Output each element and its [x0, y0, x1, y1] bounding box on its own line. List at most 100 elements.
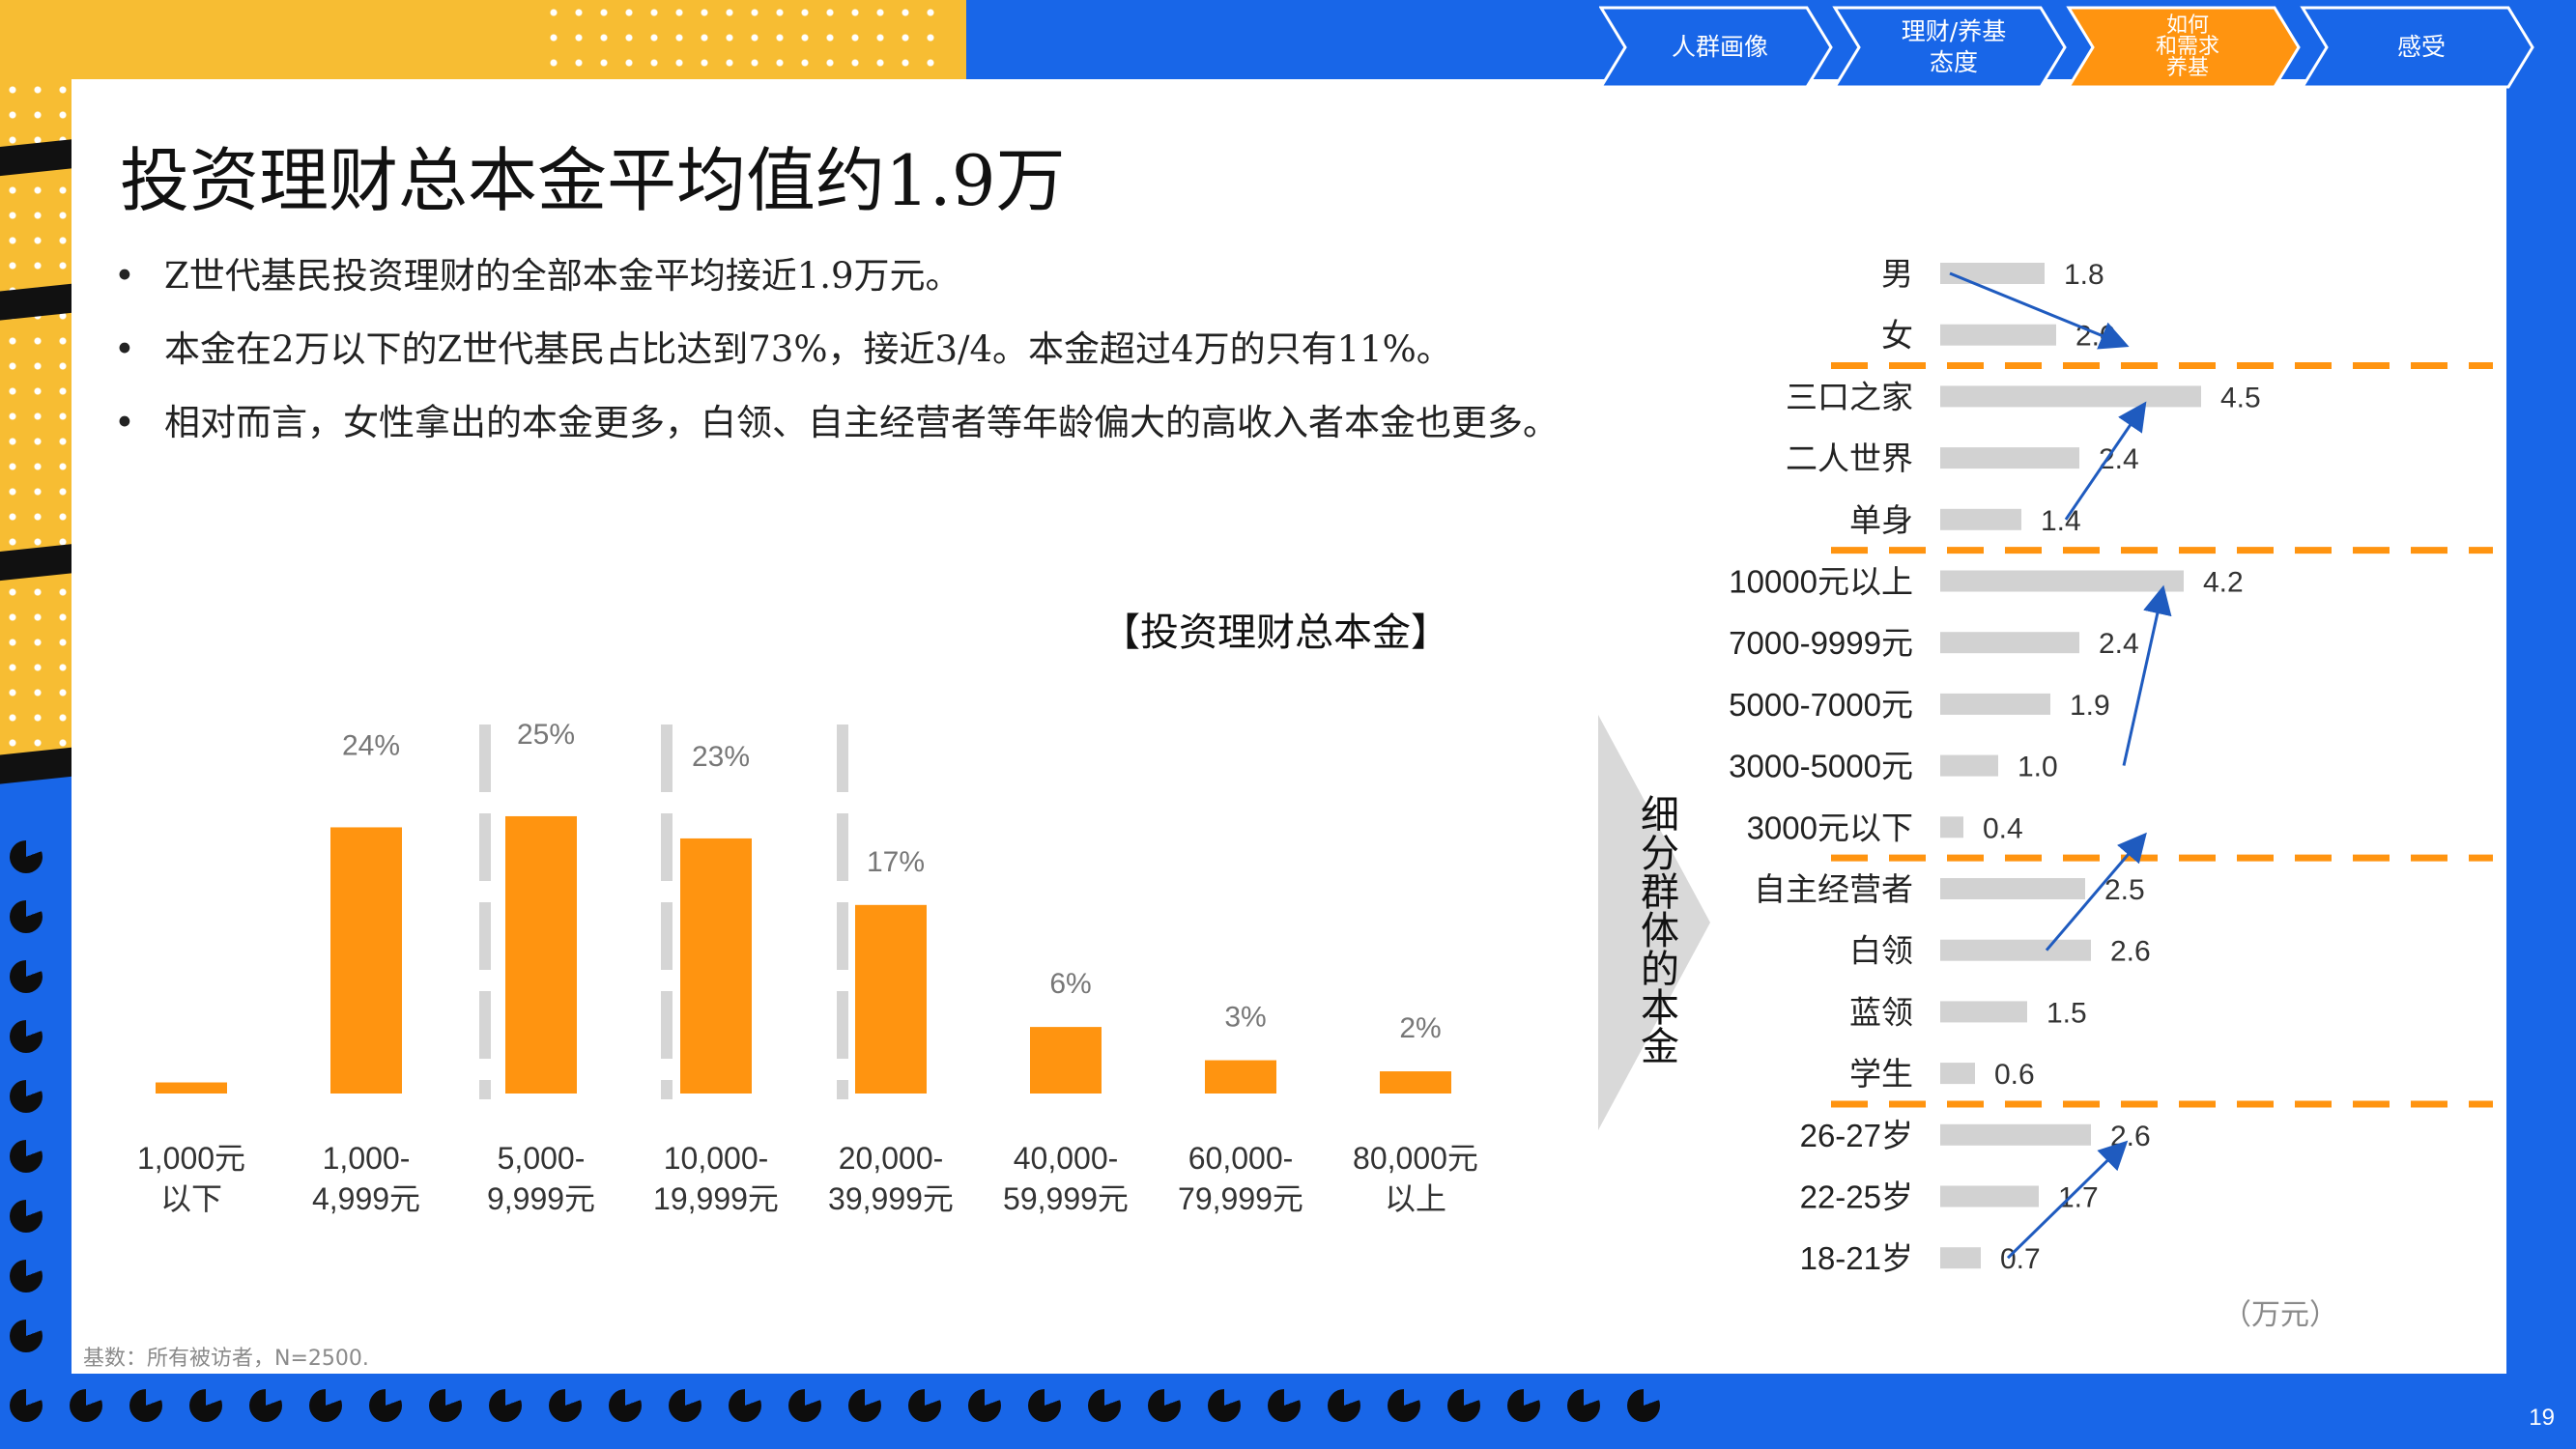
- summary-bullets: Z世代基民投资理财的全部本金平均接近1.9万元。 本金在2万以下的Z世代基民占比…: [114, 253, 1747, 473]
- decorative-dots: [541, 0, 947, 77]
- segment-label: 男: [1881, 256, 1913, 292]
- segment-value-label: 1.7: [2058, 1182, 2099, 1214]
- category-tick-label: 60,000-: [1188, 1141, 1294, 1176]
- segment-label: 5000-7000元: [1729, 687, 1913, 723]
- category-tick-label: 以下: [160, 1181, 222, 1216]
- segment-label: 蓝领: [1849, 994, 1913, 1030]
- segment-value-label: 4.5: [2220, 382, 2261, 413]
- bar: [1205, 1060, 1276, 1094]
- page-title: 投资理财总本金平均值约1.9万: [120, 140, 1066, 221]
- bullet-item: 本金在2万以下的Z世代基民占比达到73%，接近3/4。本金超过4万的只有11%。: [114, 327, 1747, 373]
- bar-value-label: 2%: [1399, 1012, 1441, 1044]
- segment-bar: [1940, 324, 2056, 346]
- decorative-dots: [0, 77, 68, 773]
- segment-bar: [1940, 1001, 2027, 1023]
- bar: [156, 1082, 227, 1094]
- trend-arrow: [2064, 401, 2147, 521]
- bar-value-label: 3%: [1224, 1002, 1266, 1034]
- segment-value-label: 2.6: [2110, 936, 2151, 968]
- decorative-pacman-column: [10, 840, 48, 1379]
- segment-bar: [1940, 754, 1998, 777]
- segment-bar: [1940, 693, 2050, 715]
- segment-label: 女: [1881, 318, 1913, 354]
- category-tick-label: 以上: [1385, 1181, 1446, 1216]
- segment-label: 单身: [1849, 502, 1913, 538]
- category-tick-label: 4,999元: [312, 1181, 420, 1216]
- segment-bar: [1940, 447, 2079, 469]
- bar-value-label: 6%: [1049, 968, 1091, 1000]
- section-nav: 人群画像 理财/养基 态度 如何 和需求 养基 感受: [1599, 6, 2565, 89]
- segment-value-label: 1.4: [2041, 505, 2081, 537]
- group-arrow-shape: [1598, 715, 1710, 1130]
- category-tick-label: 59,999元: [1003, 1181, 1129, 1216]
- nav-chevron-1[interactable]: [1599, 6, 1833, 89]
- category-tick-label: 20,000-: [839, 1141, 944, 1176]
- bar-value-label: 17%: [867, 846, 925, 878]
- segment-label: 26-27岁: [1800, 1118, 1913, 1153]
- segment-label: 3000元以下: [1747, 810, 1913, 845]
- bar: [680, 838, 752, 1094]
- segment-value-label: 1.8: [2064, 259, 2104, 291]
- bar-value-label: 24%: [342, 729, 400, 761]
- segment-bar: [1940, 508, 2021, 530]
- segment-bar: [1940, 385, 2201, 408]
- tab-finance-attitude[interactable]: 理财/养基 态度: [1901, 16, 2007, 77]
- segment-value-label: 1.0: [2018, 752, 2058, 783]
- bar-value-label: 23%: [692, 741, 750, 773]
- trend-arrow: [2122, 584, 2172, 766]
- nav-chevron-3[interactable]: [2066, 6, 2301, 89]
- segment-value-label: 2.4: [2099, 443, 2139, 475]
- trend-arrow: [2006, 1140, 2129, 1260]
- tab-crowd-profile[interactable]: 人群画像: [1671, 32, 1768, 61]
- category-tick-label: 79,999元: [1178, 1181, 1303, 1216]
- segment-bar: [1940, 570, 2184, 592]
- nav-chevron-4[interactable]: [2300, 6, 2534, 89]
- segment-bar: [1940, 816, 1963, 838]
- category-tick-label: 19,999元: [653, 1181, 779, 1216]
- principal-distribution-chart: 1,000元以下 24% 1,000- 4,999元 25% 5,000- 9,999元 23…: [137, 719, 1478, 1216]
- tab-how-to-invest[interactable]: 如何 和需求 养基: [2155, 14, 2219, 80]
- segment-label: 7000-9999元: [1729, 625, 1913, 661]
- segment-bar: [1940, 1247, 1981, 1269]
- segment-label: 自主经营者: [1754, 871, 1913, 907]
- bar: [855, 904, 927, 1094]
- category-tick-label: 9,999元: [487, 1181, 595, 1216]
- bullet-item: Z世代基民投资理财的全部本金平均接近1.9万元。: [114, 253, 1747, 299]
- segment-label: 22-25岁: [1800, 1179, 1913, 1215]
- segment-value-label: 0.6: [1994, 1059, 2035, 1091]
- nav-chevrons: [1599, 6, 2534, 89]
- bar-value-label: 25%: [517, 719, 575, 751]
- base-note: 基数：所有被访者，N=2500.: [83, 1347, 369, 1371]
- bar: [330, 827, 402, 1094]
- segment-label: 二人世界: [1786, 440, 1913, 476]
- page-number: 19: [2529, 1405, 2555, 1431]
- trend-arrow: [2045, 832, 2147, 952]
- segment-value-label: 4.2: [2203, 567, 2244, 599]
- decorative-pacman-row: [10, 1389, 1710, 1428]
- segment-label: 10000元以上: [1729, 564, 1913, 600]
- category-tick-label: 80,000元: [1353, 1141, 1478, 1176]
- chart-title: 【投资理财总本金】: [1102, 611, 1449, 655]
- tab-feelings[interactable]: 感受: [2396, 32, 2446, 61]
- segment-label: 学生: [1849, 1056, 1913, 1092]
- segment-value-label: 1.9: [2070, 690, 2110, 722]
- category-tick-label: 5,000-: [498, 1141, 586, 1176]
- category-tick-label: 39,999元: [828, 1181, 954, 1216]
- segment-bar: [1940, 1063, 1975, 1085]
- segment-value-label: 0.4: [1983, 812, 2023, 844]
- segment-bar: [1940, 1123, 2091, 1146]
- segment-bar: [1940, 632, 2079, 654]
- side-label: 细分群体的本金: [1634, 794, 1678, 1065]
- segment-label: 白领: [1849, 933, 1913, 969]
- category-tick-label: 10,000-: [664, 1141, 769, 1176]
- segment-principal-chart: 男 1.8 女 2.0 三口之家 4.5 二人世界 2.4 单身 1.4 10000元以上 4.2 70…: [1729, 256, 2493, 1276]
- segment-value-label: 2.4: [2099, 628, 2139, 660]
- nav-chevron-2[interactable]: [1832, 6, 2067, 89]
- category-tick-label: 1,000-: [323, 1141, 411, 1176]
- segment-value-label: 2.5: [2104, 874, 2145, 906]
- category-tick-label: 40,000-: [1014, 1141, 1119, 1176]
- category-tick-label: 1,000元: [137, 1141, 245, 1176]
- bar: [1380, 1071, 1451, 1094]
- segment-label: 18-21岁: [1800, 1240, 1913, 1276]
- segment-value-label: 0.7: [2000, 1243, 2041, 1275]
